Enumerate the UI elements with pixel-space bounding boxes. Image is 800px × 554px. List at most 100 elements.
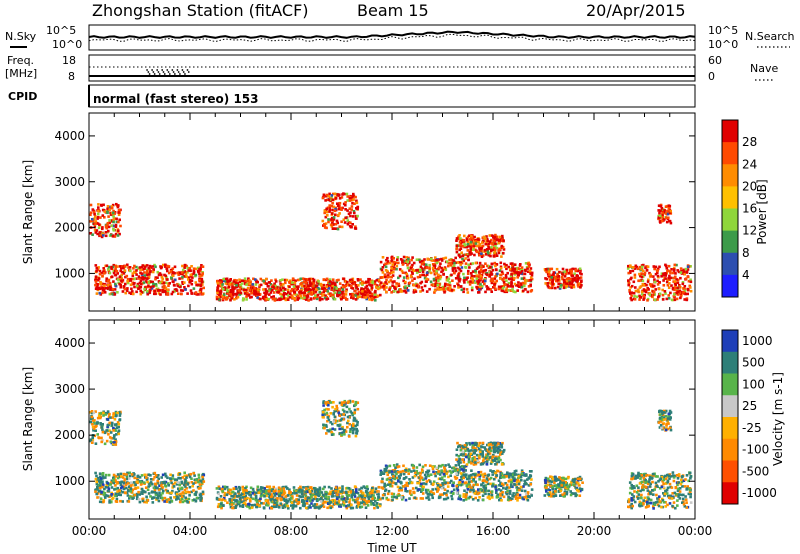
data-cell bbox=[466, 272, 470, 275]
data-cell bbox=[666, 269, 669, 273]
data-cell bbox=[112, 280, 115, 283]
data-cell bbox=[117, 220, 120, 224]
data-cell bbox=[366, 493, 369, 496]
data-cell bbox=[131, 488, 135, 491]
data-cell bbox=[189, 275, 193, 278]
data-cell bbox=[374, 289, 377, 293]
data-cell bbox=[505, 267, 508, 271]
data-cell bbox=[332, 503, 336, 506]
data-cell bbox=[132, 292, 135, 296]
data-cell bbox=[171, 486, 174, 489]
data-cell bbox=[463, 244, 467, 247]
data-cell bbox=[444, 497, 448, 501]
data-cell bbox=[324, 492, 328, 496]
data-cell bbox=[109, 233, 113, 237]
data-cell bbox=[421, 289, 425, 292]
data-cell bbox=[107, 265, 111, 269]
data-cell bbox=[458, 479, 462, 482]
data-cell bbox=[218, 498, 221, 501]
data-cell bbox=[170, 276, 173, 280]
data-cell bbox=[343, 285, 346, 289]
data-cell bbox=[383, 493, 386, 497]
data-cell bbox=[503, 262, 506, 266]
data-cell bbox=[499, 285, 502, 289]
data-cell bbox=[321, 219, 325, 223]
data-cell bbox=[640, 272, 643, 275]
data-cell bbox=[188, 473, 191, 477]
data-cell bbox=[289, 279, 292, 282]
data-cell bbox=[556, 285, 560, 289]
data-cell bbox=[439, 495, 442, 499]
data-cell bbox=[143, 473, 147, 477]
data-cell bbox=[473, 275, 476, 278]
data-cell bbox=[180, 292, 183, 296]
data-cell bbox=[222, 287, 225, 291]
data-cell bbox=[667, 277, 670, 280]
data-cell bbox=[418, 488, 421, 491]
data-cell bbox=[451, 470, 455, 473]
data-cell bbox=[130, 481, 133, 485]
data-cell bbox=[364, 486, 367, 489]
data-cell bbox=[131, 281, 134, 285]
data-cell bbox=[475, 244, 479, 248]
data-cell bbox=[114, 487, 118, 491]
data-cell bbox=[398, 274, 402, 278]
data-cell bbox=[466, 242, 470, 246]
data-cell bbox=[347, 212, 351, 216]
data-cell bbox=[435, 471, 438, 474]
data-cell bbox=[161, 277, 164, 281]
data-cell bbox=[458, 483, 461, 487]
data-cell bbox=[160, 476, 163, 479]
data-cell bbox=[340, 286, 344, 290]
data-cell bbox=[112, 476, 115, 480]
data-cell bbox=[101, 480, 104, 483]
data-cell bbox=[499, 261, 503, 265]
data-cell bbox=[393, 286, 396, 289]
data-cell bbox=[488, 270, 492, 274]
data-cell bbox=[544, 282, 547, 285]
data-cell bbox=[265, 503, 269, 507]
data-cell bbox=[270, 489, 273, 493]
data-cell bbox=[116, 486, 120, 490]
data-cell bbox=[89, 211, 93, 214]
data-cell bbox=[161, 473, 165, 477]
data-cell bbox=[341, 206, 344, 210]
data-cell bbox=[154, 265, 157, 269]
data-cell bbox=[114, 273, 117, 277]
data-cell bbox=[95, 285, 99, 289]
data-cell bbox=[103, 272, 106, 275]
data-cell bbox=[89, 232, 93, 235]
data-cell bbox=[338, 212, 341, 215]
data-cell bbox=[506, 285, 510, 288]
data-cell bbox=[498, 269, 502, 272]
data-cell bbox=[258, 504, 261, 507]
data-cell bbox=[686, 268, 690, 271]
data-cell bbox=[137, 275, 141, 278]
data-cell bbox=[106, 485, 110, 489]
data-cell bbox=[188, 494, 191, 497]
data-cell bbox=[323, 209, 327, 212]
data-cell bbox=[118, 209, 121, 212]
data-cell bbox=[385, 258, 388, 262]
data-cell bbox=[245, 485, 248, 489]
data-cell bbox=[375, 502, 379, 505]
data-cell bbox=[245, 283, 248, 286]
data-cell bbox=[449, 474, 452, 477]
data-cell bbox=[94, 477, 98, 481]
data-cell bbox=[483, 282, 486, 285]
data-cell bbox=[120, 266, 123, 270]
data-cell bbox=[187, 276, 191, 279]
data-cell bbox=[239, 496, 242, 499]
sky-tick-top-right: 10^5 bbox=[708, 24, 738, 37]
data-cell bbox=[399, 470, 402, 474]
data-cell bbox=[170, 481, 173, 485]
data-cell bbox=[155, 284, 158, 287]
data-cell bbox=[669, 271, 672, 275]
data-cell bbox=[190, 282, 194, 286]
data-cell bbox=[376, 506, 379, 509]
data-cell bbox=[159, 265, 162, 268]
data-cell bbox=[642, 288, 646, 291]
data-cell bbox=[502, 279, 505, 282]
data-cell bbox=[119, 483, 123, 487]
data-cell bbox=[171, 274, 175, 277]
